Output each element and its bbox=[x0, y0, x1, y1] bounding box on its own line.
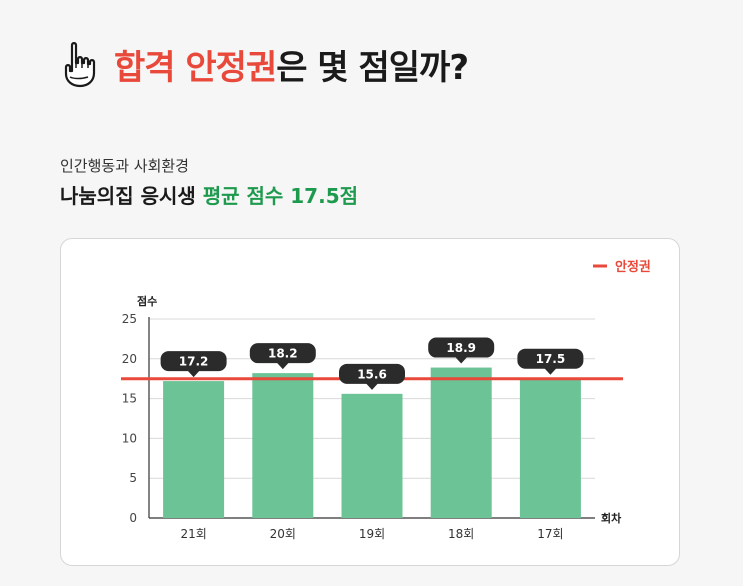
y-axis-title: 점수 bbox=[137, 294, 157, 308]
data-label-bubble bbox=[517, 348, 584, 369]
title-accent: 합격 안정권 bbox=[114, 48, 277, 88]
subject-subtitle: 인간행동과 사회환경 bbox=[60, 157, 189, 175]
x-tick-label: 21회 bbox=[180, 527, 206, 541]
data-label: 18.2 bbox=[268, 347, 298, 361]
data-label-pointer bbox=[455, 357, 468, 364]
x-axis-title: 회차 bbox=[601, 511, 622, 525]
bar bbox=[163, 381, 225, 518]
y-tick-label: 25 bbox=[122, 312, 137, 326]
bar bbox=[430, 367, 492, 518]
legend-label: 안정권 bbox=[615, 259, 651, 275]
data-label-bubble bbox=[339, 363, 405, 384]
title-rest: 은 몇 점일까? bbox=[276, 48, 469, 88]
pointing-hand-icon bbox=[64, 41, 96, 87]
bar bbox=[519, 378, 581, 518]
y-tick-label: 10 bbox=[122, 431, 137, 445]
headline: 합격 안정권은 몇 점일까? bbox=[60, 40, 469, 89]
data-label: 17.5 bbox=[536, 352, 566, 366]
data-label-pointer bbox=[544, 368, 557, 375]
data-label-bubble bbox=[160, 351, 227, 372]
data-label-pointer bbox=[366, 383, 378, 390]
x-tick-label: 20회 bbox=[270, 527, 296, 541]
page-title: 합격 안정권은 몇 점일까? bbox=[114, 40, 469, 89]
score-headline-prefix: 나눔의집 응시생 bbox=[60, 184, 203, 208]
x-tick-label: 18회 bbox=[448, 527, 474, 541]
y-tick-label: 15 bbox=[122, 392, 137, 406]
bar bbox=[341, 393, 403, 518]
score-headline-highlight: 평균 점수 17.5점 bbox=[202, 184, 359, 208]
data-label: 17.2 bbox=[179, 355, 209, 369]
data-label-pointer bbox=[187, 370, 200, 378]
x-tick-label: 19회 bbox=[359, 527, 385, 541]
score-headline: 나눔의집 응시생 평균 점수 17.5점 bbox=[60, 180, 358, 209]
data-label: 15.6 bbox=[357, 367, 387, 381]
data-label: 18.9 bbox=[446, 341, 476, 355]
data-label-pointer bbox=[276, 362, 289, 370]
y-tick-label: 5 bbox=[129, 471, 137, 485]
bar bbox=[252, 373, 314, 518]
y-tick-label: 0 bbox=[129, 511, 137, 525]
x-tick-label: 17회 bbox=[537, 527, 563, 541]
y-tick-label: 20 bbox=[122, 352, 137, 366]
data-label-bubble bbox=[249, 343, 316, 364]
data-label-bubble bbox=[428, 337, 495, 358]
